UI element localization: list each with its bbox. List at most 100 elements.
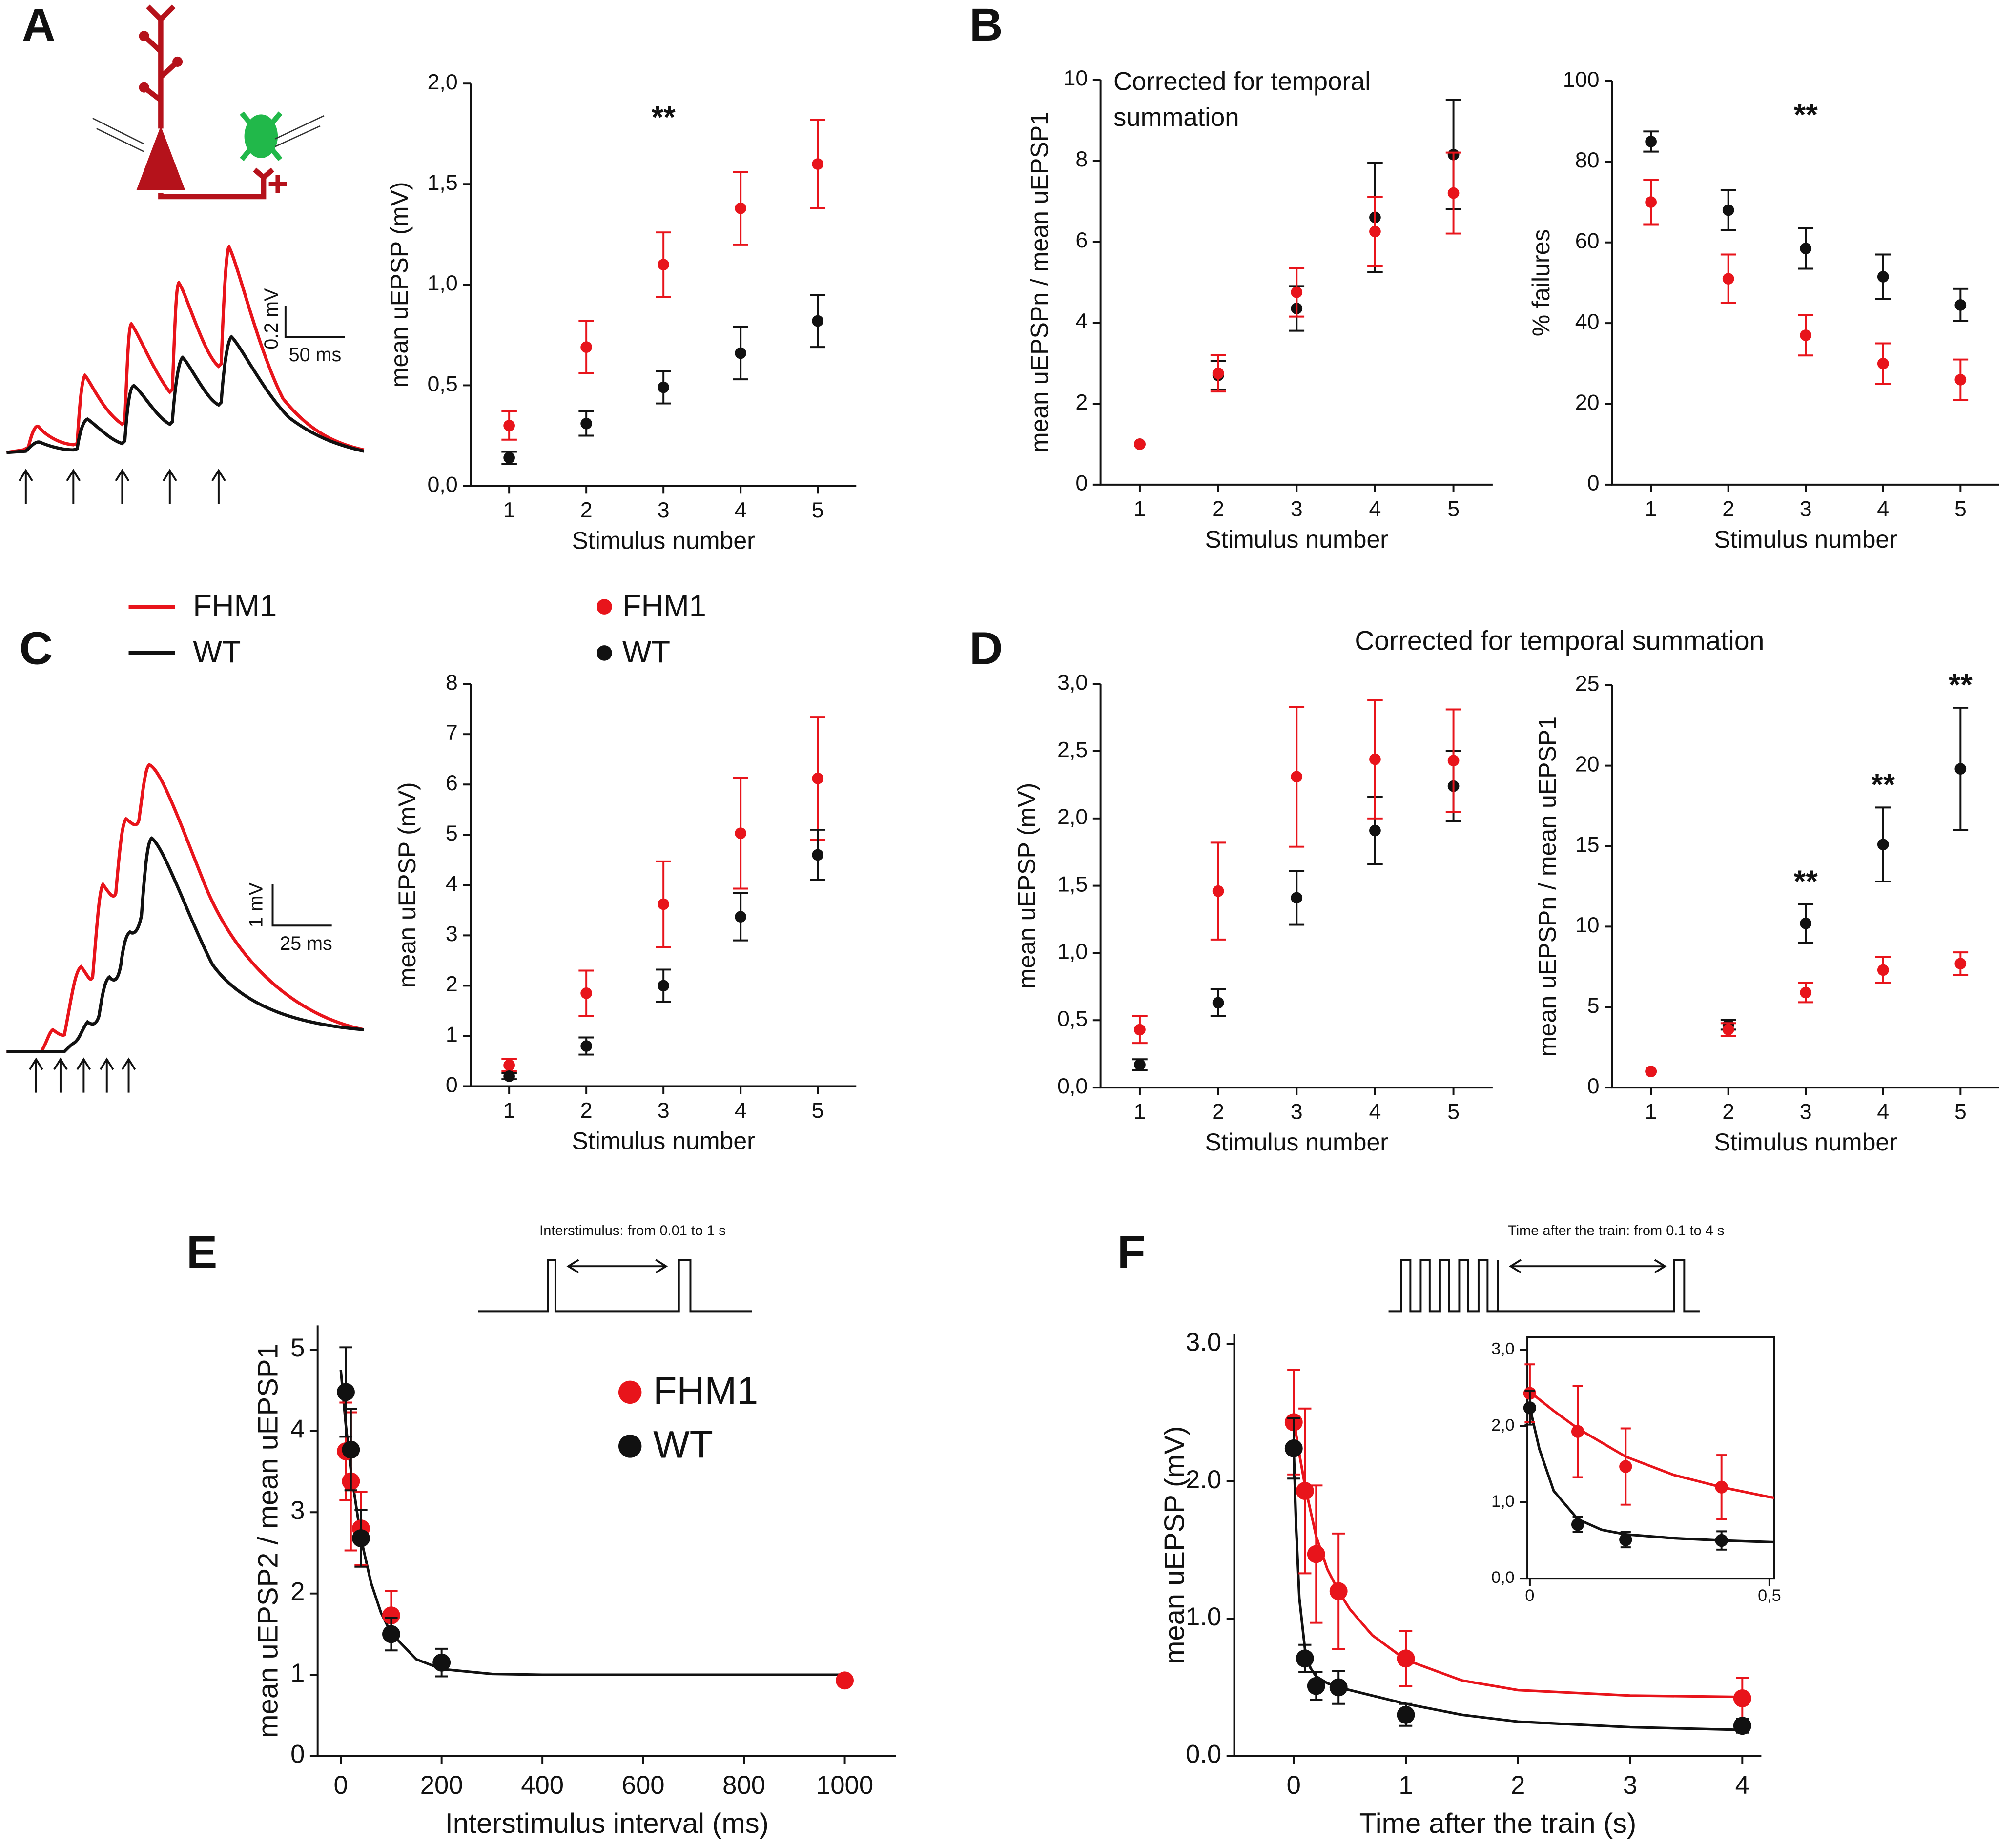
y-tick-label: 1,0 <box>1057 939 1088 964</box>
x-tick-label: 1 <box>1645 496 1657 521</box>
y-tick-label: 4 <box>1075 309 1088 333</box>
data-point <box>1134 438 1146 450</box>
x-axis-label: Time after the train (s) <box>1359 1808 1637 1839</box>
x-tick-label: 4 <box>1369 496 1381 521</box>
x-tick-label: 200 <box>420 1771 463 1800</box>
y-tick-label: 8 <box>446 670 458 695</box>
y-tick-label: 5 <box>446 821 458 845</box>
x-tick-label: 5 <box>1954 1100 1967 1124</box>
y-axis-label: mean uEPSP (mV) <box>1013 783 1040 989</box>
y-axis-label: mean uEPSP (mV) <box>1159 1426 1190 1664</box>
y-tick-label: 40 <box>1575 309 1600 334</box>
plus-sign <box>268 175 287 193</box>
data-point <box>503 451 515 464</box>
data-point <box>503 1070 515 1082</box>
data-point <box>432 1653 451 1672</box>
spine <box>139 31 149 41</box>
data-point <box>1291 286 1303 298</box>
data-point <box>1722 273 1734 285</box>
x-tick-label: 3 <box>1800 1100 1812 1124</box>
data-point <box>1212 367 1224 379</box>
x-tick-label: 2 <box>1511 1771 1525 1800</box>
x-axis-label: Stimulus number <box>1205 526 1388 553</box>
plot: 0 5 10 15 20 25 1 2 3 4 5 Stimulus number mean uEPSP… <box>1534 668 1999 1156</box>
y-tick-label: 0,5 <box>428 371 458 396</box>
data-point <box>1733 1689 1751 1707</box>
protocol-schematic <box>1388 1259 1700 1313</box>
plot: 0 1 2 3 4 5 6 7 8 1 2 3 4 5 Stimulus number mean uEPSP … <box>20 589 857 1155</box>
y-tick-label: 0,0 <box>428 472 458 496</box>
data-point <box>1800 329 1812 341</box>
data-point <box>735 202 747 214</box>
electrodes <box>92 115 325 152</box>
x-tick-label: 0 <box>1287 1771 1301 1800</box>
x-tick-label: 1 <box>1399 1771 1413 1800</box>
data-point <box>580 341 592 353</box>
scale-bar-label: 1 mV <box>245 882 267 927</box>
significance-mark: ** <box>652 101 676 135</box>
y-tick-label: 3,0 <box>1057 670 1088 695</box>
x-tick-label: 5 <box>1447 1100 1460 1124</box>
y-tick-label: 0,5 <box>1057 1006 1088 1031</box>
y-axis-label: mean uEPSP (mV) <box>386 182 413 388</box>
x-axis-label: Stimulus number <box>572 1128 755 1155</box>
x-tick-label: 1 <box>503 498 515 522</box>
data-point <box>658 381 670 393</box>
data-point <box>812 158 824 170</box>
spine <box>172 56 183 67</box>
scale-bar-label: 0.2 mV <box>261 288 282 349</box>
data-point <box>1954 763 1967 775</box>
data-point <box>812 773 824 784</box>
data-point <box>658 980 670 992</box>
y-tick-label: 3 <box>290 1496 305 1525</box>
panel-letter: A <box>22 0 55 51</box>
x-tick-label: 800 <box>722 1771 765 1800</box>
trace <box>6 836 364 1053</box>
data-point <box>1571 1425 1584 1438</box>
y-tick-label: 20 <box>1575 752 1600 776</box>
legend-label: WT <box>193 635 241 669</box>
data-point <box>1212 885 1224 897</box>
y-axis-label: mean uEPSPn / mean uEPSP1 <box>1534 716 1561 1057</box>
data-point <box>1369 753 1381 765</box>
panel-letter: B <box>969 0 1003 51</box>
data-point <box>1296 1649 1314 1668</box>
y-tick-label: 6 <box>1075 228 1088 252</box>
annotation-box: Corrected for temporal summation <box>1113 68 1371 133</box>
panel-letter: F <box>1117 1227 1146 1278</box>
data-point <box>658 259 670 270</box>
y-tick-label: 3,0 <box>1491 1340 1515 1358</box>
panel-letter: E <box>186 1227 217 1278</box>
data-point <box>1291 771 1303 783</box>
x-tick-label: 4 <box>735 498 747 522</box>
x-tick-label: 2 <box>1212 1100 1224 1124</box>
data-point <box>342 1440 360 1459</box>
y-axis-label: mean uEPSPn / mean uEPSP1 <box>1026 112 1053 452</box>
x-tick-label: 4 <box>735 1098 747 1123</box>
scale-bar-label: 25 ms <box>280 933 332 954</box>
pyramidal-soma <box>136 126 185 190</box>
scale-bar-label: 50 ms <box>289 344 342 366</box>
data-point <box>1397 1705 1415 1724</box>
protocol-note: Time after the train: from 0.1 to 4 s <box>1508 1223 1724 1239</box>
data-point <box>1619 1460 1632 1473</box>
data-point <box>1715 1480 1728 1494</box>
plot: 0.0 1.0 2.0 3.0 0 1 2 3 4 Time after the train (s… <box>1117 1223 1762 1839</box>
data-point <box>1645 136 1657 147</box>
y-tick-label: 0 <box>1075 471 1088 495</box>
data-point <box>735 827 747 840</box>
x-axis-label: Interstimulus interval (ms) <box>445 1808 769 1839</box>
x-tick-label: 4 <box>1877 496 1889 521</box>
data-point <box>1212 997 1224 1009</box>
legend-marker <box>618 1380 642 1404</box>
data-point <box>382 1606 400 1625</box>
panel-letter: C <box>20 622 53 674</box>
y-tick-label: 6 <box>446 771 458 795</box>
data-point <box>812 315 824 327</box>
data-point <box>1722 204 1734 216</box>
y-tick-label: 20 <box>1575 390 1600 414</box>
data-point <box>836 1671 854 1690</box>
y-axis-label: mean uEPSP2 / mean uEPSP1 <box>253 1343 284 1738</box>
y-tick-label: 4 <box>446 871 458 896</box>
